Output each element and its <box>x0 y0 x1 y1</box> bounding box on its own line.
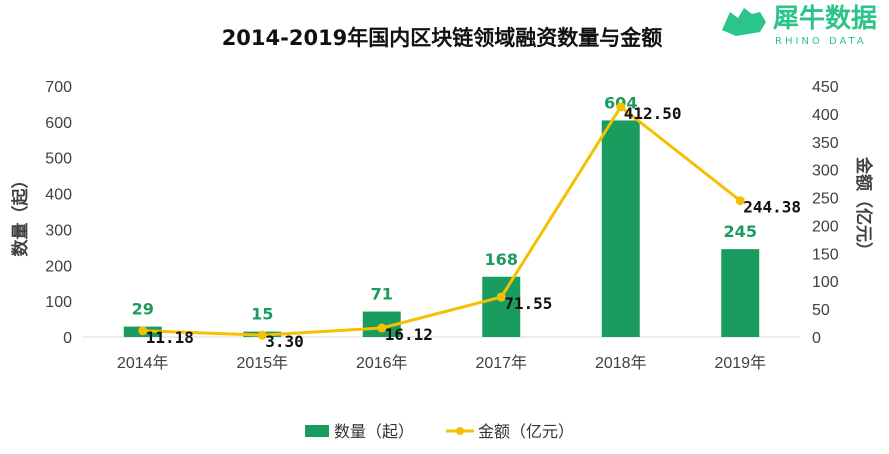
line-data-label: 412.50 <box>624 104 682 123</box>
bar <box>482 276 521 337</box>
bar-data-label: 168 <box>485 250 518 269</box>
bar-data-label: 71 <box>371 285 393 304</box>
x-tick-label: 2015年 <box>236 354 288 372</box>
x-tick-label: 2016年 <box>356 354 408 372</box>
y-axis-right-title: 金额（亿元） <box>853 156 874 259</box>
y-left-tick-label: 500 <box>45 151 72 168</box>
y-axis-right-ticks: 0 50 100 150 200 250 300 350 400 450 <box>812 79 839 347</box>
line-series <box>138 102 745 340</box>
y-axis-left-title: 数量（起） <box>10 172 31 257</box>
line-data-label: 16.12 <box>385 325 433 344</box>
rhino-data-logo: 犀牛数据 RHINO DATA <box>722 4 877 47</box>
legend-line-label: 金额（亿元） <box>478 422 574 441</box>
y-left-tick-label: 600 <box>45 115 72 132</box>
y-right-tick-label: 100 <box>812 274 839 291</box>
y-left-tick-label: 200 <box>45 258 72 275</box>
rhino-icon <box>722 8 766 36</box>
y-right-tick-label: 300 <box>812 163 839 180</box>
y-right-tick-label: 450 <box>812 79 839 96</box>
line-data-label: 244.38 <box>743 198 801 217</box>
y-left-tick-label: 0 <box>63 330 72 347</box>
x-tick-label: 2017年 <box>475 354 527 372</box>
y-left-tick-label: 700 <box>45 79 72 96</box>
bar-data-label: 245 <box>724 222 757 241</box>
line-data-label: 3.30 <box>265 332 304 351</box>
line-point <box>138 326 148 336</box>
logo-sub-text: RHINO DATA <box>775 36 867 47</box>
y-right-tick-label: 200 <box>812 218 839 235</box>
legend-bar-label: 数量（起） <box>334 422 414 441</box>
y-right-tick-label: 350 <box>812 135 839 152</box>
line-point <box>257 330 267 340</box>
line-data-label: 11.18 <box>146 328 194 347</box>
bar-series <box>123 120 760 338</box>
legend: 数量（起） 金额（亿元） <box>305 422 574 441</box>
y-right-tick-label: 50 <box>812 302 830 319</box>
bar <box>601 120 640 338</box>
y-right-tick-label: 400 <box>812 107 839 124</box>
y-left-tick-label: 400 <box>45 187 72 204</box>
line-point <box>735 196 745 206</box>
line-point <box>377 323 387 333</box>
y-axis-left-ticks: 0 100 200 300 400 500 600 700 <box>45 79 72 347</box>
y-left-tick-label: 300 <box>45 222 72 239</box>
x-tick-label: 2019年 <box>714 354 766 372</box>
bar <box>721 249 760 337</box>
y-left-tick-label: 100 <box>45 294 72 311</box>
line-data-labels: 11.18 3.30 16.12 71.55 412.50 244.38 <box>146 104 801 351</box>
x-axis-ticks: 2014年 2015年 2016年 2017年 2018年 2019年 <box>117 354 766 372</box>
bar-data-label: 15 <box>251 305 273 324</box>
x-tick-label: 2014年 <box>117 354 169 372</box>
bar-data-label: 29 <box>132 300 154 319</box>
legend-bar-swatch <box>305 425 329 437</box>
bar-data-labels: 291571168604245 <box>132 93 757 323</box>
x-tick-label: 2018年 <box>595 354 647 372</box>
amount-line <box>142 105 742 337</box>
y-right-tick-label: 0 <box>812 330 821 347</box>
y-right-tick-label: 150 <box>812 246 839 263</box>
logo-main-text: 犀牛数据 <box>773 4 877 34</box>
line-data-label: 71.55 <box>504 294 552 313</box>
y-right-tick-label: 250 <box>812 191 839 208</box>
line-point <box>496 292 506 302</box>
legend-line-marker <box>456 427 464 435</box>
chart-title: 2014-2019年国内区块链领域融资数量与金额 <box>222 26 663 50</box>
line-point <box>616 102 626 112</box>
